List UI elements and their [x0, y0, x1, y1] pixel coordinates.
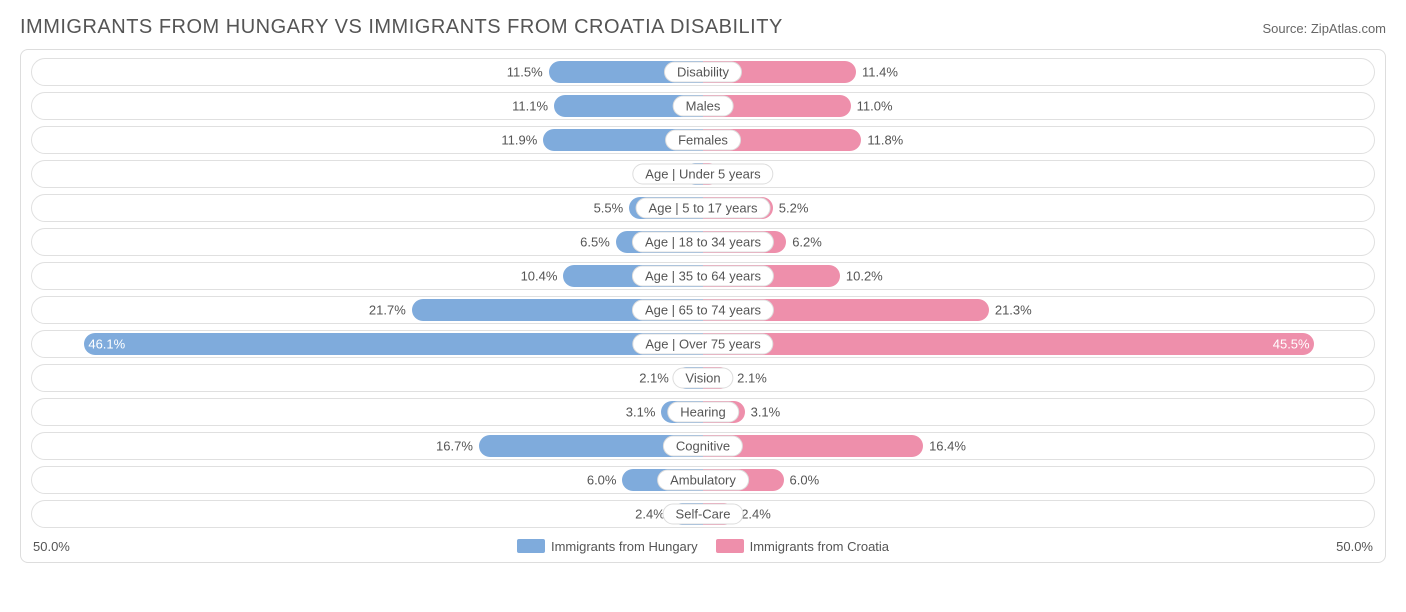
bar-right-value: 11.0% [851, 99, 893, 114]
chart-row: 16.7% 16.4% Cognitive [31, 432, 1375, 460]
chart-row-left-half: 6.0% [32, 467, 703, 493]
bar-right-value: 11.4% [856, 65, 898, 80]
row-category-label: Cognitive [663, 436, 743, 457]
row-category-label: Disability [664, 62, 742, 83]
bar-right-value: 11.8% [861, 133, 903, 148]
row-category-label: Hearing [667, 402, 739, 423]
bar-left-value: 11.5% [507, 65, 549, 80]
chart-row: 5.5% 5.2%Age | 5 to 17 years [31, 194, 1375, 222]
bar-left-value: 10.4% [521, 269, 564, 284]
row-category-label: Age | 35 to 64 years [632, 266, 774, 287]
row-category-label: Ambulatory [657, 470, 749, 491]
legend-label-left: Immigrants from Hungary [551, 539, 698, 554]
chart-row-right-half: 5.2% [703, 195, 1374, 221]
axis-left-label: 50.0% [33, 539, 70, 554]
chart-row-right-half: 11.0% [703, 93, 1374, 119]
bar-left-value: 46.1% [88, 337, 125, 352]
row-category-label: Vision [672, 368, 733, 389]
legend-swatch-right [716, 539, 744, 553]
chart-row-right-half: 2.4% [703, 501, 1374, 527]
legend-item-right: Immigrants from Croatia [716, 539, 889, 554]
chart-row-left-half: 1.4% [32, 161, 703, 187]
chart-row: 2.4%2.4%Self-Care [31, 500, 1375, 528]
chart-row: 10.4% 10.2% Age | 35 to 64 years [31, 262, 1375, 290]
bar-right-value: 6.0% [784, 473, 820, 488]
bar-left-value: 11.1% [512, 99, 554, 114]
chart-row-right-half: 3.1% [703, 399, 1374, 425]
bar-left-value: 5.5% [594, 201, 630, 216]
bar-right-value: 10.2% [840, 269, 883, 284]
row-category-label: Males [673, 96, 734, 117]
chart-row-left-half: 3.1% [32, 399, 703, 425]
bar-left: 46.1% [84, 333, 703, 355]
chart-row: 21.7% 21.3% Age | 65 to 74 years [31, 296, 1375, 324]
chart-row-left-half: 16.7% [32, 433, 703, 459]
bar-right-value: 2.1% [731, 371, 767, 386]
chart-row-right-half: 21.3% [703, 297, 1374, 323]
bar-right-value: 6.2% [786, 235, 822, 250]
chart-row: 11.9% 11.8% Females [31, 126, 1375, 154]
chart-title: IMMIGRANTS FROM HUNGARY VS IMMIGRANTS FR… [20, 16, 783, 39]
legend-label-right: Immigrants from Croatia [750, 539, 889, 554]
legend: Immigrants from Hungary Immigrants from … [517, 539, 889, 554]
legend-item-left: Immigrants from Hungary [517, 539, 698, 554]
bar-right-value: 16.4% [923, 439, 966, 454]
bar-left-value: 6.5% [580, 235, 616, 250]
chart-row: 11.1% 11.0% Males [31, 92, 1375, 120]
bar-left-value: 16.7% [436, 439, 479, 454]
chart-row-left-half: 11.9% [32, 127, 703, 153]
chart-row-right-half: 6.0% [703, 467, 1374, 493]
bar-right-value: 21.3% [989, 303, 1032, 318]
chart-row: 2.1% 2.1%Vision [31, 364, 1375, 392]
bar-left-value: 2.1% [639, 371, 675, 386]
row-category-label: Age | 65 to 74 years [632, 300, 774, 321]
bar-left-value: 21.7% [369, 303, 412, 318]
chart-row-left-half: 5.5% [32, 195, 703, 221]
chart-row: 6.0% 6.0% Ambulatory [31, 466, 1375, 494]
chart-row-right-half: 16.4% [703, 433, 1374, 459]
bar-right-value: 5.2% [773, 201, 809, 216]
chart-row: 6.5% 6.2% Age | 18 to 34 years [31, 228, 1375, 256]
chart-row: 11.5% 11.4% Disability [31, 58, 1375, 86]
row-category-label: Age | Over 75 years [632, 334, 773, 355]
bar-right-value: 45.5% [1273, 337, 1310, 352]
chart-row-left-half: 11.5% [32, 59, 703, 85]
chart-row-left-half: 21.7% [32, 297, 703, 323]
row-category-label: Age | Under 5 years [632, 164, 773, 185]
row-category-label: Self-Care [663, 504, 744, 525]
chart-row: 1.4%1.3%Age | Under 5 years [31, 160, 1375, 188]
chart-row-left-half: 6.5% [32, 229, 703, 255]
diverging-bar-chart: 11.5% 11.4% Disability 11.1% 11.0% Males 11.9%… [20, 49, 1386, 563]
chart-row-right-half: 45.5% [703, 331, 1374, 357]
chart-row-right-half: 11.8% [703, 127, 1374, 153]
chart-row-right-half: 10.2% [703, 263, 1374, 289]
chart-row-right-half: 2.1% [703, 365, 1374, 391]
chart-row-right-half: 11.4% [703, 59, 1374, 85]
chart-row: 3.1% 3.1% Hearing [31, 398, 1375, 426]
chart-row-right-half: 1.3% [703, 161, 1374, 187]
bar-right-value: 3.1% [745, 405, 781, 420]
chart-row-left-half: 10.4% [32, 263, 703, 289]
chart-source: Source: ZipAtlas.com [1262, 21, 1386, 36]
chart-row-left-half: 46.1% [32, 331, 703, 357]
row-category-label: Females [665, 130, 741, 151]
chart-row-right-half: 6.2% [703, 229, 1374, 255]
bar-left-value: 3.1% [626, 405, 662, 420]
bar-right: 45.5% [703, 333, 1314, 355]
chart-header: IMMIGRANTS FROM HUNGARY VS IMMIGRANTS FR… [20, 16, 1386, 39]
chart-footer: 50.0% Immigrants from Hungary Immigrants… [31, 534, 1375, 558]
chart-row-left-half: 11.1% [32, 93, 703, 119]
chart-row-left-half: 2.1% [32, 365, 703, 391]
axis-right-label: 50.0% [1336, 539, 1373, 554]
chart-row: 46.1% 45.5% Age | Over 75 years [31, 330, 1375, 358]
bar-left-value: 11.9% [501, 133, 543, 148]
bar-left-value: 6.0% [587, 473, 623, 488]
row-category-label: Age | 5 to 17 years [636, 198, 771, 219]
chart-row-left-half: 2.4% [32, 501, 703, 527]
legend-swatch-left [517, 539, 545, 553]
row-category-label: Age | 18 to 34 years [632, 232, 774, 253]
